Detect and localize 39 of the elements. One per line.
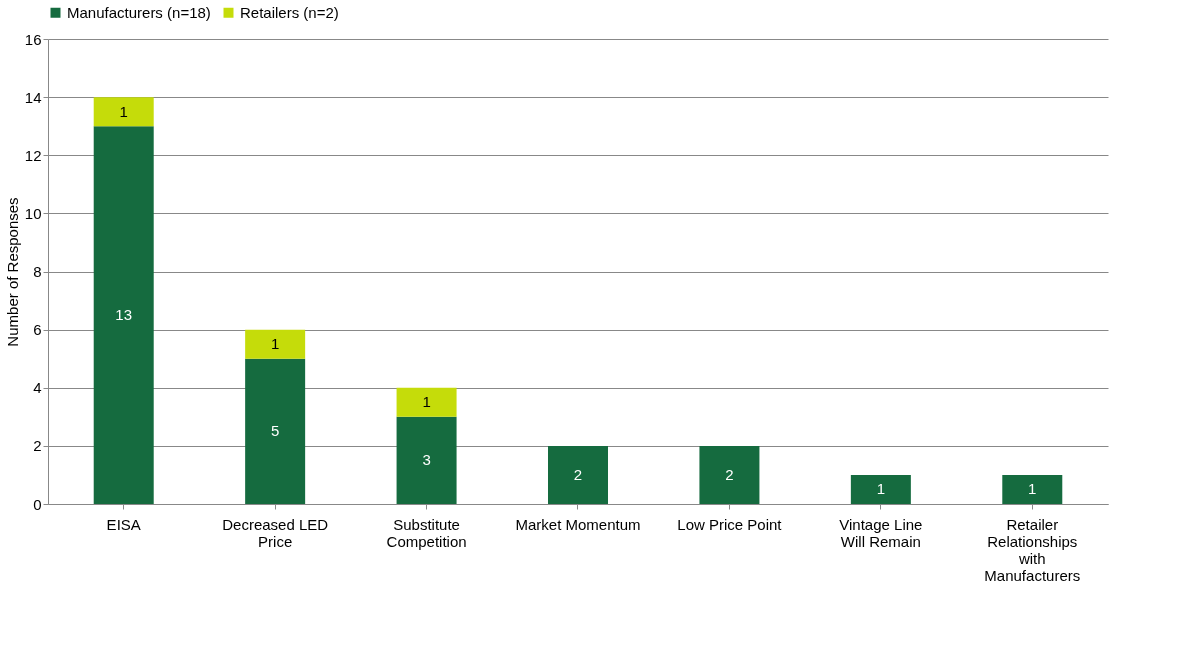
- data-label: 2: [573, 465, 583, 483]
- bar: [1002, 474, 1063, 504]
- x-tick-label: Market Momentum: [515, 515, 641, 533]
- bar: [396, 387, 457, 417]
- data-label: 1: [270, 335, 280, 353]
- x-tick-label: Decreased LED Price: [222, 515, 329, 550]
- bar: [245, 358, 306, 504]
- x-tick-label: Substitute Competition: [386, 515, 467, 550]
- data-label: 1: [876, 480, 886, 498]
- y-tick-label: 8: [33, 263, 42, 280]
- bar: [850, 474, 911, 504]
- x-tick-label: Low Price Point: [677, 515, 783, 533]
- data-label: 1: [422, 393, 431, 411]
- data-label: 2: [725, 465, 734, 483]
- y-tick-label: 0: [33, 495, 42, 513]
- bar: [93, 126, 154, 504]
- y-tick-label: 4: [33, 379, 42, 397]
- bar: [396, 416, 457, 504]
- x-tick-label: EISA: [106, 515, 141, 533]
- y-tick-label: 6: [33, 321, 42, 339]
- y-tick-label: 14: [24, 88, 42, 106]
- y-axis-title: Number of Responses: [3, 197, 21, 347]
- data-label: 3: [422, 451, 431, 469]
- data-label: 5: [270, 422, 280, 440]
- bar: [245, 329, 306, 359]
- x-tick-label: Vintage Line Will Remain: [839, 515, 923, 550]
- x-tick-label: Retailer Relationships with Manufacturers: [984, 515, 1081, 584]
- legend-label: Retailers (n=2): [240, 3, 339, 21]
- y-tick-label: 2: [33, 437, 42, 455]
- y-tick-label: 10: [24, 204, 42, 222]
- bar: [93, 97, 154, 127]
- data-label: 13: [115, 306, 133, 324]
- data-label: 1: [119, 102, 128, 120]
- bar: [699, 445, 760, 504]
- data-label: 1: [1028, 480, 1037, 498]
- legend-label: Manufacturers (n=18): [67, 3, 211, 21]
- bar: [548, 445, 608, 504]
- y-tick-label: 16: [24, 30, 42, 48]
- y-tick-label: 12: [24, 146, 42, 164]
